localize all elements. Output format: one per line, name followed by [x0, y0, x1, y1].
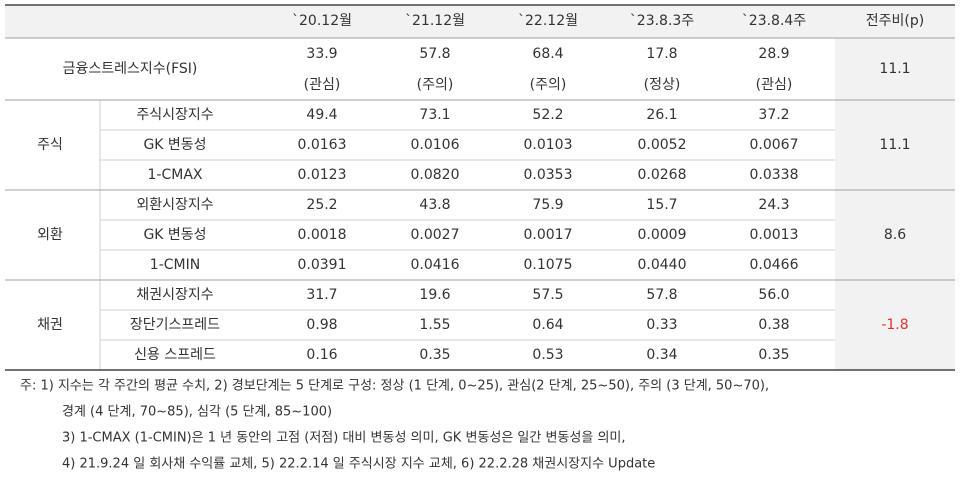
cell-value: 0.0391 [298, 257, 347, 273]
cell-value: 0.16 [306, 347, 337, 363]
cell-value: 0.0009 [638, 227, 687, 243]
fsi-label: 금융스트레스지수(FSI) [63, 61, 198, 77]
row-label: 외환시장지수 [136, 197, 213, 213]
cell-value: 0.0440 [638, 257, 687, 273]
cell-value: 0.35 [758, 347, 789, 363]
cell-value: 0.33 [646, 317, 677, 333]
group-label: 채권 [37, 317, 63, 333]
fsi-value: 68.4 [532, 46, 563, 62]
row-label: 신용 스프레드 [134, 347, 216, 363]
fsi-level: (주의) [530, 77, 567, 93]
column-header: `23.8.4주 [742, 13, 807, 29]
row-label: 채권시장지수 [136, 287, 213, 303]
cell-value: 0.0027 [411, 227, 460, 243]
cell-value: 1.55 [419, 317, 450, 333]
group-label: 주식 [37, 137, 63, 153]
fsi-value: 33.9 [306, 46, 337, 62]
column-header: 전주비(p) [866, 13, 924, 29]
note: 3) 1-CMAX (1-CMIN)은 1 년 동안의 고점 (저점) 대비 변… [62, 431, 626, 446]
cell-value: 19.6 [419, 287, 450, 303]
fsi-level: (주의) [417, 77, 454, 93]
cell-value: 73.1 [419, 107, 450, 123]
fsi-value: 28.9 [758, 46, 789, 62]
fsi-level: (관심) [756, 77, 793, 93]
cell-value: 37.2 [758, 107, 789, 123]
row-label: 1-CMIN [150, 257, 200, 273]
change-value: 8.6 [884, 227, 906, 243]
fsi-level: (관심) [304, 77, 341, 93]
row-label: GK 변동성 [143, 137, 206, 153]
note: 경계 (4 단계, 70~85), 심각 (5 단계, 85~100) [62, 405, 332, 420]
change-value: 11.1 [879, 61, 910, 77]
cell-value: 0.0067 [750, 137, 799, 153]
fsi-value: 17.8 [646, 46, 677, 62]
cell-value: 0.0268 [638, 167, 687, 183]
cell-value: 0.0013 [750, 227, 799, 243]
cell-value: 0.0338 [750, 167, 799, 183]
change-value: 11.1 [879, 137, 910, 153]
cell-value: 0.1075 [524, 257, 573, 273]
cell-value: 0.0017 [524, 227, 573, 243]
cell-value: 0.0106 [411, 137, 460, 153]
cell-value: 25.2 [306, 197, 337, 213]
cell-value: 31.7 [306, 287, 337, 303]
note: 4) 21.9.24 일 회사채 수익률 교체, 5) 22.2.14 일 주식… [62, 457, 655, 472]
column-header: `21.12월 [405, 13, 465, 29]
cell-value: 0.38 [758, 317, 789, 333]
cell-value: 52.2 [532, 107, 563, 123]
cell-value: 0.0416 [411, 257, 460, 273]
row-label: 장단기스프레드 [130, 317, 220, 333]
cell-value: 26.1 [646, 107, 677, 123]
cell-value: 0.0466 [750, 257, 799, 273]
header-bg [5, 5, 955, 38]
cell-value: 0.0163 [298, 137, 347, 153]
cell-value: 57.5 [532, 287, 563, 303]
cell-value: 49.4 [306, 107, 337, 123]
row-label: 주식시장지수 [136, 107, 213, 123]
cell-value: 0.0123 [298, 167, 347, 183]
cell-value: 0.0353 [524, 167, 573, 183]
cell-value: 57.8 [646, 287, 677, 303]
group-label: 외환 [37, 227, 63, 243]
cell-value: 15.7 [646, 197, 677, 213]
cell-value: 56.0 [758, 287, 789, 303]
row-label: 1-CMAX [148, 167, 203, 183]
cell-value: 0.35 [419, 347, 450, 363]
change-value: -1.8 [881, 317, 908, 333]
cell-value: 0.98 [306, 317, 337, 333]
change-col-bg [835, 38, 955, 370]
cell-value: 75.9 [532, 197, 563, 213]
note: 주: 1) 지수는 각 주간의 평균 수치, 2) 경보단계는 5 단계로 구성… [20, 379, 769, 394]
cell-value: 0.53 [532, 347, 563, 363]
fsi-value: 57.8 [419, 46, 450, 62]
cell-value: 43.8 [419, 197, 450, 213]
cell-value: 24.3 [758, 197, 789, 213]
column-header: `23.8.3주 [630, 13, 695, 29]
cell-value: 0.0820 [411, 167, 460, 183]
row-label: GK 변동성 [143, 227, 206, 243]
cell-value: 0.34 [646, 347, 677, 363]
column-header: `20.12월 [292, 13, 352, 29]
cell-value: 0.64 [532, 317, 563, 333]
cell-value: 0.0018 [298, 227, 347, 243]
cell-value: 0.0103 [524, 137, 573, 153]
cell-value: 0.0052 [638, 137, 687, 153]
fsi-level: (정상) [644, 77, 681, 93]
column-header: `22.12월 [518, 13, 578, 29]
